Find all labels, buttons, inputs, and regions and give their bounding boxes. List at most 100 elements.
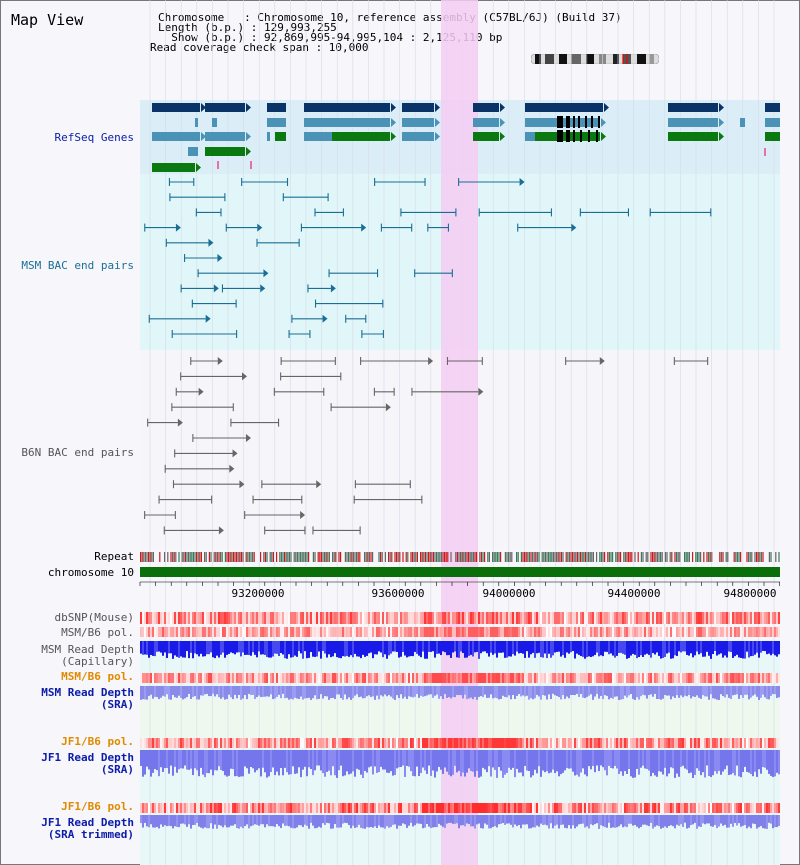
jf1-pol-trim-heat (222, 803, 224, 813)
msm-depth-capillary-bar (408, 641, 410, 657)
jf1-pol-trim-heat (300, 803, 302, 813)
msm-pol-sra-heat (220, 673, 222, 683)
msm-pol-sra-heat (722, 673, 724, 683)
msm-depth-sra-bar (688, 686, 690, 696)
msm-pol-heat (566, 627, 568, 637)
label-jf1-b6-pol-trimmed[interactable]: JF1/B6 pol. (61, 800, 134, 813)
dbsnp-heat (294, 612, 296, 624)
msm-pol-sra-heat (426, 673, 428, 683)
repeat-element (204, 552, 206, 562)
repeat-element (708, 552, 710, 562)
msm-depth-capillary-bar (390, 641, 392, 654)
jf1-pol-trim-heat (704, 803, 706, 813)
label-msm-depth-sra[interactable]: MSM Read Depth (41, 686, 134, 699)
msm-depth-sra-bar (672, 686, 674, 697)
jf1-pol-heat (302, 738, 304, 748)
jf1-pol-heat (340, 738, 342, 748)
msm-pol-sra-heat (156, 673, 158, 683)
jf1-depth-bar (600, 750, 602, 766)
jf1-depth-trim-bar (460, 815, 462, 826)
jf1-depth-bar (638, 750, 640, 775)
msm-depth-sra-bar (526, 686, 528, 696)
gene-marker (764, 148, 766, 156)
jf1-pol-trim-heat (634, 803, 636, 813)
dbsnp-heat (604, 612, 606, 624)
jf1-depth-bar (616, 750, 618, 769)
jf1-pol-heat (174, 738, 176, 748)
msm-depth-capillary-bar (338, 641, 340, 658)
jf1-pol-heat (674, 738, 676, 748)
jf1-depth-bar (366, 750, 368, 773)
msm-depth-capillary-bar (372, 641, 374, 659)
label-refseq-genes[interactable]: RefSeq Genes (55, 131, 134, 144)
jf1-pol-trim-heat (180, 803, 182, 813)
msm-pol-sra-heat (142, 673, 144, 683)
label-jf1-depth-trimmed[interactable]: JF1 Read Depth (41, 816, 134, 829)
msm-pol-sra-heat (656, 673, 658, 683)
msm-depth-sra-bar (348, 686, 350, 698)
msm-pol-heat (224, 627, 226, 637)
msm-depth-capillary-bar (354, 641, 356, 654)
msm-pol-sra-heat (414, 673, 416, 683)
b6n-bac-end (217, 357, 223, 365)
jf1-depth-bar (364, 750, 366, 771)
jf1-depth-trim-bar (446, 815, 448, 824)
jf1-pol-trim-heat (252, 803, 254, 813)
label-msm-depth-capillary[interactable]: MSM Read Depth (41, 643, 134, 656)
msm-pol-sra-heat (278, 673, 280, 683)
jf1-pol-trim-heat (248, 803, 250, 813)
dbsnp-heat (404, 612, 406, 624)
label-chromosome[interactable]: chromosome 10 (48, 566, 134, 579)
jf1-pol-trim-heat (718, 803, 720, 813)
jf1-depth-bar (386, 750, 388, 773)
msm-depth-capillary-bar (308, 641, 310, 658)
msm-pol-heat (636, 627, 638, 637)
label-jf1-b6-pol[interactable]: JF1/B6 pol. (61, 735, 134, 748)
label-b6n-bac[interactable]: B6N BAC end pairs (21, 446, 134, 459)
msm-pol-sra-heat (550, 673, 552, 683)
msm-depth-sra-bar (496, 686, 498, 699)
msm-depth-capillary-bar (762, 641, 764, 651)
msm-depth-capillary-bar (582, 641, 584, 657)
msm-depth-capillary-bar (494, 641, 496, 654)
msm-pol-sra-heat (360, 673, 362, 683)
jf1-pol-heat (230, 738, 232, 748)
msm-depth-capillary-bar (226, 641, 228, 655)
msm-pol-sra-heat (610, 673, 612, 683)
jf1-depth-trim-bar (364, 815, 366, 829)
dbsnp-heat (196, 612, 198, 624)
label-dbsnp[interactable]: dbSNP(Mouse) (55, 611, 134, 624)
msm-pol-sra-heat (288, 673, 290, 683)
label-jf1-depth[interactable]: JF1 Read Depth (41, 751, 134, 764)
jf1-depth-trim-bar (626, 815, 628, 828)
dbsnp-heat (156, 612, 158, 624)
msm-pol-heat (370, 627, 372, 637)
label-repeat[interactable]: Repeat (94, 550, 134, 563)
jf1-pol-trim-heat (700, 803, 702, 813)
msm-pol-sra-heat (316, 673, 318, 683)
jf1-depth-trim-bar (684, 815, 686, 823)
repeat-element (200, 552, 202, 562)
msm-pol-heat (628, 627, 630, 637)
msm-depth-capillary-bar (626, 641, 628, 659)
jf1-pol-trim-heat (738, 803, 740, 813)
repeat-element (242, 552, 244, 562)
jf1-pol-heat (648, 738, 650, 748)
msm-pol-sra-heat (630, 673, 632, 683)
jf1-pol-heat (436, 738, 438, 748)
jf1-pol-heat (330, 738, 332, 748)
msm-pol-heat (674, 627, 676, 637)
label-msm-b6-pol[interactable]: MSM/B6 pol. (61, 626, 134, 639)
msm-depth-capillary-bar (276, 641, 278, 654)
exon-block (585, 116, 587, 128)
msm-pol-heat (284, 627, 286, 637)
jf1-pol-trim-heat (774, 803, 776, 813)
b6n-bac-end (478, 387, 484, 396)
jf1-depth-bar (510, 750, 512, 770)
jf1-depth-bar (608, 750, 610, 766)
repeat-element (434, 552, 436, 562)
msm-depth-capillary-bar (290, 641, 292, 658)
label-msm-bac[interactable]: MSM BAC end pairs (21, 259, 134, 272)
label-msm-b6-pol-sra[interactable]: MSM/B6 pol. (61, 670, 134, 683)
